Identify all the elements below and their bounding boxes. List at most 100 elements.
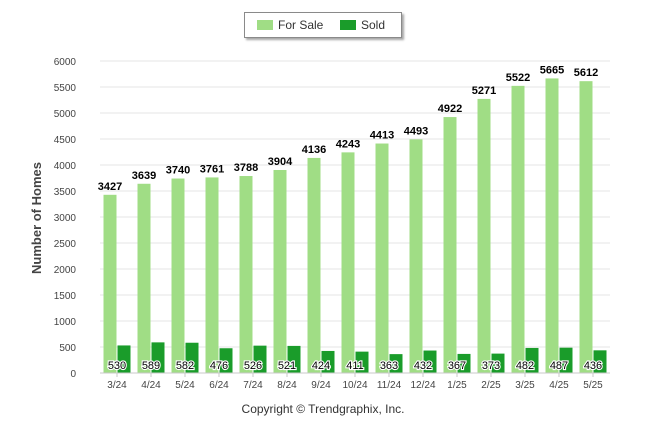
y-tick-label: 2500: [54, 239, 77, 250]
y-axis-title: Number of Homes: [29, 162, 44, 274]
x-tick-label: 3/25: [515, 380, 535, 391]
bar-for-sale[interactable]: [205, 177, 219, 373]
legend-item-sold[interactable]: Sold: [340, 18, 385, 32]
x-tick-label: 10/24: [342, 380, 367, 391]
bar-sold[interactable]: [287, 345, 301, 373]
bar-for-sale[interactable]: [103, 194, 117, 373]
gridlines: [100, 60, 610, 374]
for-sale-data-label: 3904: [268, 156, 293, 168]
bar-for-sale[interactable]: [171, 178, 185, 373]
x-tick-label: 1/25: [447, 380, 467, 391]
x-tick-label: 11/24: [377, 380, 402, 391]
bar-sold[interactable]: [457, 353, 471, 373]
y-tick-label: 1000: [54, 317, 77, 328]
sold-data-label: 432: [414, 360, 432, 372]
for-sale-data-label: 5665: [540, 64, 564, 76]
bar-sold[interactable]: [117, 345, 131, 373]
bar-for-sale[interactable]: [545, 78, 559, 374]
for-sale-data-label: 5271: [472, 85, 496, 97]
bar-for-sale[interactable]: [443, 117, 457, 373]
sold-data-label: 436: [584, 360, 602, 372]
for-sale-data-label: 4493: [404, 125, 428, 137]
sold-data-label: 582: [176, 360, 194, 372]
bar-for-sale[interactable]: [307, 157, 321, 373]
x-tick-label: 5/25: [583, 380, 603, 391]
axes: 0 500 1000 1500 2000 2500 3000 3500 4000 4500 5000…: [54, 57, 610, 391]
for-sale-swatch: [257, 20, 273, 30]
bar-sold[interactable]: [185, 342, 199, 373]
for-sale-data-label: 4136: [302, 144, 326, 156]
sold-data-label: 367: [448, 360, 466, 372]
copyright-text: Copyright © Trendgraphix, Inc.: [241, 402, 405, 416]
bar-sold[interactable]: [355, 351, 369, 373]
x-tick-label: 2/25: [481, 380, 501, 391]
sold-data-label: 482: [516, 360, 534, 372]
y-tick-label: 6000: [54, 57, 77, 68]
sold-data-label: 476: [210, 360, 228, 372]
sold-swatch: [340, 20, 356, 30]
sold-data-label: 526: [244, 360, 262, 372]
bar-for-sale[interactable]: [511, 85, 525, 373]
x-tick-label: 4/25: [549, 380, 569, 391]
y-tick-label: 4500: [54, 135, 77, 146]
x-tick-label: 6/24: [209, 380, 229, 391]
for-sale-data-label: 4413: [370, 130, 394, 142]
legend-item-for-sale[interactable]: For Sale: [257, 18, 323, 32]
y-tick-label: 3000: [54, 213, 77, 224]
bar-for-sale[interactable]: [409, 139, 423, 373]
y-tick-label: 2000: [54, 265, 77, 276]
sold-data-label: 487: [550, 360, 568, 372]
sold-data-label: 530: [108, 360, 126, 372]
bar-sold[interactable]: [389, 354, 403, 373]
y-tick-label: 5500: [54, 83, 77, 94]
bar-for-sale[interactable]: [579, 81, 593, 374]
y-tick-label: 1500: [54, 291, 77, 302]
bar-sold[interactable]: [151, 342, 165, 373]
bar-sold[interactable]: [525, 347, 539, 373]
for-sale-data-label: 4243: [336, 138, 360, 150]
data-labels: 3427 530 3639 589 3740 582 3761 476 3788 526 3904 5…: [98, 64, 604, 373]
bar-for-sale[interactable]: [239, 176, 253, 373]
bar-sold[interactable]: [253, 345, 267, 373]
for-sale-data-label: 3639: [132, 170, 156, 182]
for-sale-data-label: 3761: [200, 163, 224, 175]
y-tick-label: 5000: [54, 109, 77, 120]
y-tick-label: 0: [70, 369, 76, 380]
for-sale-data-label: 5612: [574, 67, 598, 79]
sold-data-label: 363: [380, 360, 398, 372]
x-tick-label: 3/24: [107, 380, 127, 391]
bar-sold[interactable]: [219, 348, 233, 373]
bar-sold[interactable]: [559, 347, 573, 373]
bar-for-sale[interactable]: [273, 169, 287, 373]
x-tick-label: 9/24: [311, 380, 331, 391]
y-tick-label: 3500: [54, 187, 77, 198]
sold-data-label: 373: [482, 360, 500, 372]
bars: [103, 78, 607, 374]
sold-data-label: 411: [346, 360, 364, 372]
legend: For Sale Sold: [244, 12, 402, 38]
bar-sold[interactable]: [593, 350, 607, 373]
bar-for-sale[interactable]: [341, 152, 355, 373]
bar-for-sale[interactable]: [375, 143, 389, 373]
for-sale-data-label: 3427: [98, 181, 122, 193]
for-sale-data-label: 4922: [438, 103, 462, 115]
legend-for-sale-label: For Sale: [278, 18, 324, 32]
sold-data-label: 424: [312, 360, 330, 372]
sold-data-label: 589: [142, 360, 160, 372]
bar-for-sale[interactable]: [137, 183, 151, 373]
bar-sold[interactable]: [423, 350, 437, 373]
y-tick-label: 4000: [54, 161, 77, 172]
bar-sold[interactable]: [321, 350, 335, 373]
x-tick-label: 7/24: [243, 380, 263, 391]
for-sale-data-label: 3740: [166, 165, 190, 177]
sold-data-label: 521: [278, 360, 296, 372]
bar-sold[interactable]: [491, 353, 505, 373]
y-tick-label: 500: [59, 343, 76, 354]
bar-for-sale[interactable]: [477, 98, 491, 374]
for-sale-data-label: 5522: [506, 72, 530, 84]
x-tick-label: 4/24: [141, 380, 161, 391]
x-tick-label: 8/24: [277, 380, 297, 391]
x-tick-label: 5/24: [175, 380, 195, 391]
for-sale-data-label: 3788: [234, 162, 258, 174]
legend-sold-label: Sold: [361, 18, 386, 32]
